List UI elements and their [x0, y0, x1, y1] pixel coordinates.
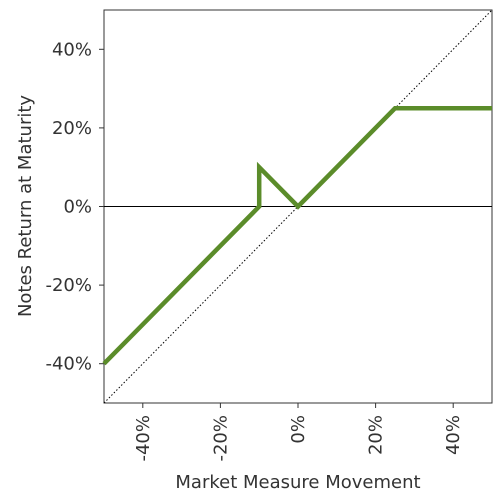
- y-tick-label: 20%: [52, 118, 92, 139]
- x-tick-label: 40%: [443, 415, 464, 455]
- x-tick-label: -40%: [133, 415, 154, 462]
- y-tick-label: 0%: [63, 197, 92, 218]
- x-tick-label: 20%: [366, 415, 387, 455]
- reference-line: [103, 9, 493, 404]
- y-tick-label: -40%: [45, 354, 92, 375]
- y-tick-label: -20%: [45, 275, 92, 296]
- x-tick-label: -20%: [210, 415, 231, 462]
- y-tick-label: 40%: [52, 39, 92, 60]
- data-line: [102, 106, 492, 366]
- y-axis-label: Notes Return at Maturity: [15, 95, 36, 317]
- x-axis-label: Market Measure Movement: [175, 472, 420, 493]
- x-tick-label: 0%: [288, 415, 309, 444]
